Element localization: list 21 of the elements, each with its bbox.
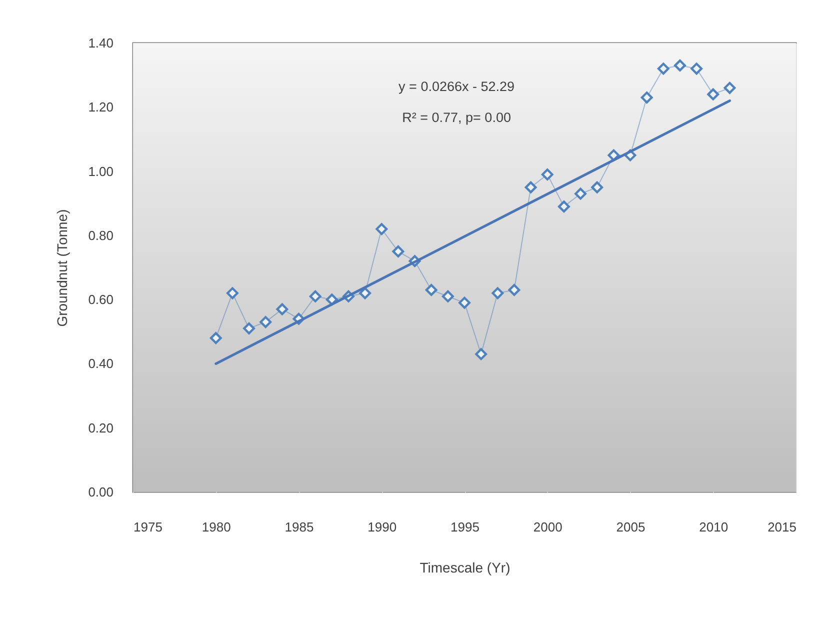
y-tick-label: 1.40	[88, 36, 114, 50]
y-tick-label: 1.20	[88, 100, 114, 115]
x-tick-label: 1990	[368, 520, 397, 534]
x-tick-label: 2000	[533, 520, 562, 534]
y-tick-label: 0.60	[88, 292, 114, 308]
y-tick-label: 1.00	[88, 164, 114, 179]
x-tick-label: 1975	[134, 520, 162, 534]
annotation: R² = 0.77, p= 0.00	[402, 110, 511, 125]
x-tick-label: 1985	[284, 520, 314, 534]
annotation: y = 0.0266x - 52.29	[398, 79, 515, 94]
x-tick-label: 1995	[450, 520, 480, 534]
x-tick-label: 1980	[202, 520, 231, 534]
x-axis-title: Timescale (Yr)	[420, 560, 510, 576]
y-axis-title: Groundnut (Tonne)	[54, 209, 70, 327]
x-tick-label: 2005	[616, 520, 646, 534]
x-tick-label: 2010	[699, 520, 728, 534]
y-tick-label: 0.00	[88, 484, 114, 500]
y-tick-label: 0.80	[88, 228, 114, 243]
y-tick-label: 0.40	[88, 356, 114, 372]
y-tick-label: 0.20	[88, 420, 114, 436]
x-tick-label: 2015	[768, 520, 796, 534]
